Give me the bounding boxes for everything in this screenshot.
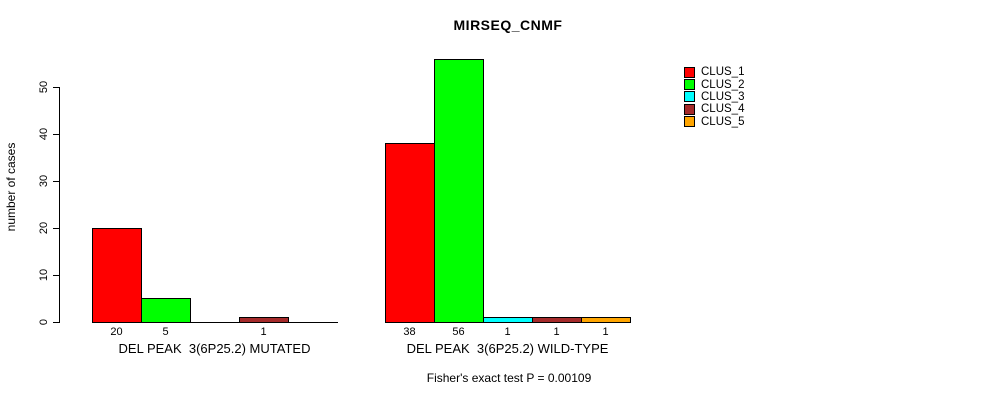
bar	[92, 228, 142, 323]
legend-swatch	[684, 66, 695, 78]
bar	[385, 143, 435, 323]
y-tick	[53, 228, 59, 229]
bar-value-label: 1	[504, 326, 511, 338]
y-tick-label: 20	[38, 221, 50, 235]
bar-value-label: 1	[602, 326, 609, 338]
y-tick	[53, 87, 59, 88]
group-label: DEL PEAK 3(6P25.2) WILD-TYPE	[406, 341, 609, 356]
y-tick	[53, 275, 59, 276]
bar-value-label: 5	[162, 326, 169, 338]
y-tick-label: 10	[38, 268, 50, 282]
legend-label: CLUS_3	[701, 90, 745, 103]
bar	[141, 298, 191, 323]
y-tick-label: 0	[38, 318, 50, 326]
legend-item: CLUS_4	[684, 103, 744, 115]
legend: CLUS_1 CLUS_2 CLUS_3 CLUS_4 CLUS_5	[684, 66, 744, 128]
bar-value-label: 1	[553, 326, 560, 338]
legend-swatch	[684, 91, 695, 103]
legend-item: CLUS_3	[684, 91, 744, 103]
y-tick-label: 50	[38, 80, 50, 94]
legend-item: CLUS_2	[684, 78, 745, 91]
bar	[532, 317, 582, 323]
bar	[483, 317, 533, 323]
bar	[239, 317, 289, 323]
legend-label: CLUS_4	[701, 103, 745, 116]
bar-value-label: 38	[403, 326, 416, 338]
fisher-test-caption: Fisher's exact test P = 0.00109	[426, 371, 592, 385]
y-tick	[53, 322, 59, 323]
x-baseline	[92, 322, 338, 323]
bar-value-label: 1	[260, 326, 267, 338]
group-label: DEL PEAK 3(6P25.2) MUTATED	[118, 341, 311, 356]
legend-swatch	[684, 103, 695, 115]
legend-swatch	[684, 116, 695, 128]
chart-title: MIRSEQ_CNMF	[453, 17, 563, 33]
bar-value-label: 20	[110, 326, 123, 338]
legend-label: CLUS_5	[701, 115, 745, 128]
y-tick	[53, 134, 59, 135]
legend-label: CLUS_2	[701, 78, 745, 91]
legend-item: CLUS_1	[684, 66, 744, 78]
legend-label: CLUS_1	[701, 66, 745, 79]
y-tick-label: 30	[38, 174, 50, 188]
bar-value-label: 56	[452, 326, 465, 338]
bar	[581, 317, 631, 323]
y-tick	[53, 181, 59, 182]
y-tick-label: 40	[38, 127, 50, 141]
legend-item: CLUS_5	[684, 116, 744, 128]
legend-swatch	[684, 79, 695, 91]
bar	[434, 59, 484, 323]
y-axis-line	[59, 87, 60, 323]
